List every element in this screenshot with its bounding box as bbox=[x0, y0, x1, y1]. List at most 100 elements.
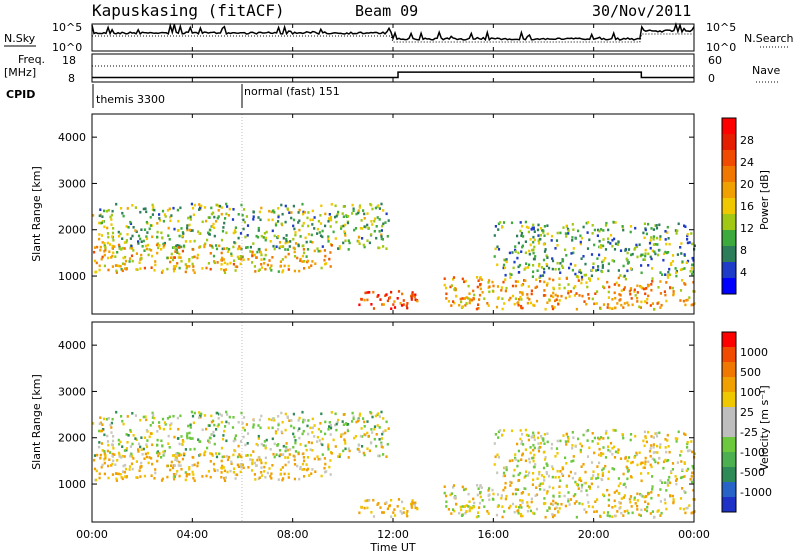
velocity-colorbar-segment bbox=[722, 422, 736, 438]
power-cell bbox=[189, 218, 192, 221]
power-cell bbox=[460, 300, 463, 304]
noise-left-tick-bottom: 10^0 bbox=[52, 41, 82, 54]
power-cell bbox=[533, 304, 536, 307]
power-cell bbox=[593, 228, 596, 232]
power-cell bbox=[502, 266, 505, 270]
velocity-y-label: Slant Range [km] bbox=[30, 374, 43, 470]
power-cell bbox=[543, 234, 546, 237]
velocity-cell bbox=[675, 482, 678, 486]
velocity-cell bbox=[129, 454, 132, 458]
power-cell bbox=[317, 219, 320, 223]
power-cell bbox=[274, 222, 278, 225]
velocity-cell bbox=[683, 432, 686, 436]
velocity-cell bbox=[164, 423, 167, 426]
power-cell bbox=[101, 215, 104, 218]
velocity-cell bbox=[635, 453, 639, 456]
power-cell bbox=[360, 219, 363, 222]
power-cell bbox=[468, 292, 471, 295]
velocity-cell bbox=[228, 455, 231, 459]
velocity-cell bbox=[488, 487, 491, 490]
velocity-cell bbox=[445, 494, 448, 498]
frequency-panel: Freq. [MHz] 18 8 60 0 Nave bbox=[4, 53, 780, 85]
velocity-cell bbox=[216, 469, 219, 472]
power-cell bbox=[691, 242, 694, 246]
power-cell bbox=[110, 213, 113, 217]
velocity-cell bbox=[672, 498, 675, 501]
power-cell bbox=[103, 225, 106, 229]
velocity-cell bbox=[140, 448, 143, 451]
velocity-cell bbox=[176, 416, 179, 420]
power-cell bbox=[293, 227, 296, 231]
velocity-cell bbox=[329, 424, 332, 427]
power-cell bbox=[542, 231, 545, 234]
velocity-cell bbox=[118, 455, 121, 458]
velocity-cell bbox=[629, 475, 633, 478]
velocity-cell bbox=[307, 441, 310, 444]
power-cell bbox=[370, 220, 373, 223]
power-cell bbox=[98, 221, 101, 225]
velocity-cell bbox=[501, 434, 504, 437]
power-cell bbox=[249, 250, 252, 253]
velocity-cell bbox=[527, 474, 530, 477]
power-cell bbox=[302, 210, 305, 214]
velocity-cell bbox=[636, 463, 639, 467]
velocity-cell bbox=[135, 476, 138, 479]
power-cell bbox=[555, 298, 558, 301]
velocity-cell bbox=[668, 450, 671, 454]
cpid-segment-1: themis 3300 bbox=[96, 93, 165, 106]
velocity-cell bbox=[123, 470, 126, 474]
power-cell bbox=[257, 226, 260, 230]
power-cell bbox=[616, 302, 619, 305]
power-cell bbox=[461, 297, 464, 300]
power-cell bbox=[681, 267, 684, 271]
power-cell bbox=[292, 224, 295, 228]
power-cell bbox=[226, 205, 229, 208]
power-cell bbox=[252, 210, 255, 214]
velocity-cell bbox=[525, 433, 528, 437]
velocity-cell bbox=[373, 437, 376, 441]
velocity-cell bbox=[521, 491, 525, 494]
velocity-cell bbox=[264, 461, 267, 465]
power-cell bbox=[538, 262, 541, 266]
power-cell bbox=[516, 234, 519, 238]
power-cell bbox=[535, 299, 539, 303]
power-cell bbox=[238, 245, 241, 248]
velocity-cell bbox=[238, 453, 241, 456]
power-cell bbox=[661, 273, 664, 276]
power-cell bbox=[614, 296, 617, 300]
velocity-cell bbox=[309, 426, 312, 430]
power-cell bbox=[527, 266, 530, 269]
velocity-cell bbox=[572, 459, 575, 463]
velocity-cell bbox=[319, 422, 322, 425]
power-cell bbox=[646, 284, 650, 288]
velocity-cell bbox=[367, 434, 370, 438]
power-cell bbox=[218, 204, 222, 208]
power-colorbar-tick: 20 bbox=[740, 178, 754, 191]
velocity-cell bbox=[690, 475, 693, 478]
power-cell bbox=[534, 255, 537, 258]
power-cell bbox=[264, 253, 267, 257]
velocity-cell bbox=[579, 450, 582, 454]
power-cell bbox=[662, 252, 666, 256]
power-cell bbox=[639, 306, 642, 309]
velocity-cell bbox=[173, 435, 176, 439]
velocity-colorbar-frame bbox=[721, 331, 737, 513]
power-cell bbox=[234, 230, 237, 234]
power-cell bbox=[551, 257, 554, 260]
velocity-cell bbox=[591, 432, 594, 435]
velocity-cell bbox=[139, 418, 142, 422]
power-cell bbox=[621, 225, 624, 228]
velocity-colorbar-segment bbox=[722, 437, 736, 453]
power-cell bbox=[602, 238, 605, 241]
velocity-cell bbox=[611, 452, 614, 456]
velocity-cell bbox=[130, 452, 133, 456]
power-cell bbox=[567, 283, 570, 286]
velocity-cell bbox=[303, 475, 306, 478]
velocity-cell bbox=[201, 475, 204, 478]
velocity-cell bbox=[536, 477, 539, 480]
velocity-cell bbox=[505, 494, 508, 498]
power-cell bbox=[382, 303, 385, 306]
velocity-cell bbox=[190, 410, 193, 414]
power-cell bbox=[363, 225, 366, 228]
